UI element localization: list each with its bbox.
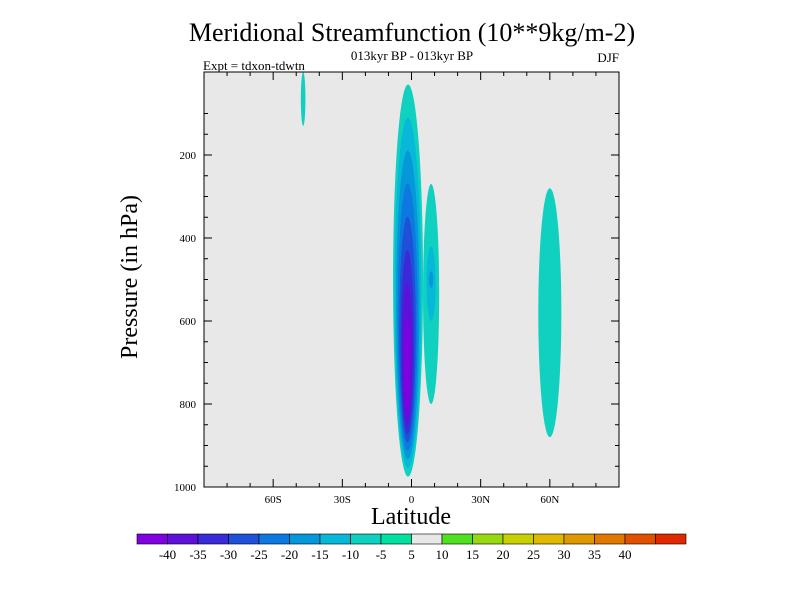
chart-subtitle-right: DJF: [597, 50, 619, 65]
colorbar-swatch: [563, 533, 595, 545]
chart-subtitle-left: Expt = tdxon-tdwtn: [203, 58, 305, 73]
colorbar-swatch: [533, 533, 565, 545]
y-tick-label: 200: [180, 150, 197, 162]
y-tick-label: 400: [180, 233, 197, 245]
colorbar-swatch: [624, 533, 656, 545]
colorbar-label: 30: [558, 547, 571, 562]
x-axis-label: Latitude: [371, 504, 451, 530]
colorbar-swatch: [228, 533, 260, 545]
contour-region: [480, 229, 486, 288]
colorbar-label: -30: [220, 547, 237, 562]
colorbar-swatch: [380, 533, 412, 545]
contour-region: [496, 72, 516, 388]
colorbar-label: 25: [527, 547, 540, 562]
colorbar-swatch: [319, 533, 351, 545]
colorbar-swatch: [197, 533, 229, 545]
colorbar-label: -10: [342, 547, 359, 562]
x-axis: 60S 30S 0 30N 60N: [203, 72, 620, 506]
colorbar-label: 10: [436, 547, 449, 562]
colorbar-swatch: [289, 533, 321, 545]
colorbar-label: -25: [250, 547, 267, 562]
contour-region: [300, 72, 306, 126]
x-tick-label: 60N: [540, 494, 559, 506]
colorbar-label: -35: [189, 547, 206, 562]
chart-title: Meridional Streamfunction (10**9kg/m-2): [189, 18, 635, 47]
colorbar-swatch: [350, 533, 382, 545]
y-tick-label: 1000: [174, 482, 197, 494]
colorbar-label: -5: [376, 547, 387, 562]
y-axis-label: Pressure (in hPa): [117, 195, 143, 359]
colorbar-swatch: [655, 533, 687, 545]
colorbar-swatch: [594, 533, 626, 545]
contour-ring: [403, 315, 411, 417]
colorbar-swatch: [411, 533, 443, 545]
y-tick-label: 800: [180, 399, 197, 411]
x-tick-label: 0: [409, 494, 415, 506]
contour-fills: [300, 72, 562, 477]
colorbar-label: 35: [588, 547, 601, 562]
contour-ring: [428, 271, 434, 288]
colorbar-label: -40: [159, 547, 176, 562]
colorbar-label: 5: [408, 547, 415, 562]
y-tick-label: 600: [180, 316, 197, 328]
colorbar-swatch: [441, 533, 473, 545]
x-tick-label: 30N: [471, 494, 490, 506]
contour-region: [538, 188, 562, 438]
colorbar-swatch: [502, 533, 534, 545]
plot-area: 200 400 600 800 1000 60S 30S 0 30N 60N: [174, 71, 620, 506]
colorbar-swatch: [258, 533, 290, 545]
colorbar-label: 15: [466, 547, 479, 562]
colorbar-label: 40: [619, 547, 632, 562]
colorbar-swatch: [136, 533, 168, 545]
x-tick-label: 30S: [334, 494, 351, 506]
colorbar: -40 -35 -30 -25 -20 -15 -10 -5 5 10 15 20 25 30 35 40: [136, 533, 687, 562]
chart-subtitle-center: 013kyr BP - 013kyr BP: [351, 48, 473, 63]
colorbar-label: -20: [281, 547, 298, 562]
y-axis: 200 400 600 800 1000: [174, 113, 619, 494]
colorbar-swatch: [167, 533, 199, 545]
x-tick-label: 60S: [265, 494, 282, 506]
colorbar-label: 20: [497, 547, 510, 562]
colorbar-swatch: [472, 533, 504, 545]
colorbar-label: -15: [311, 547, 328, 562]
